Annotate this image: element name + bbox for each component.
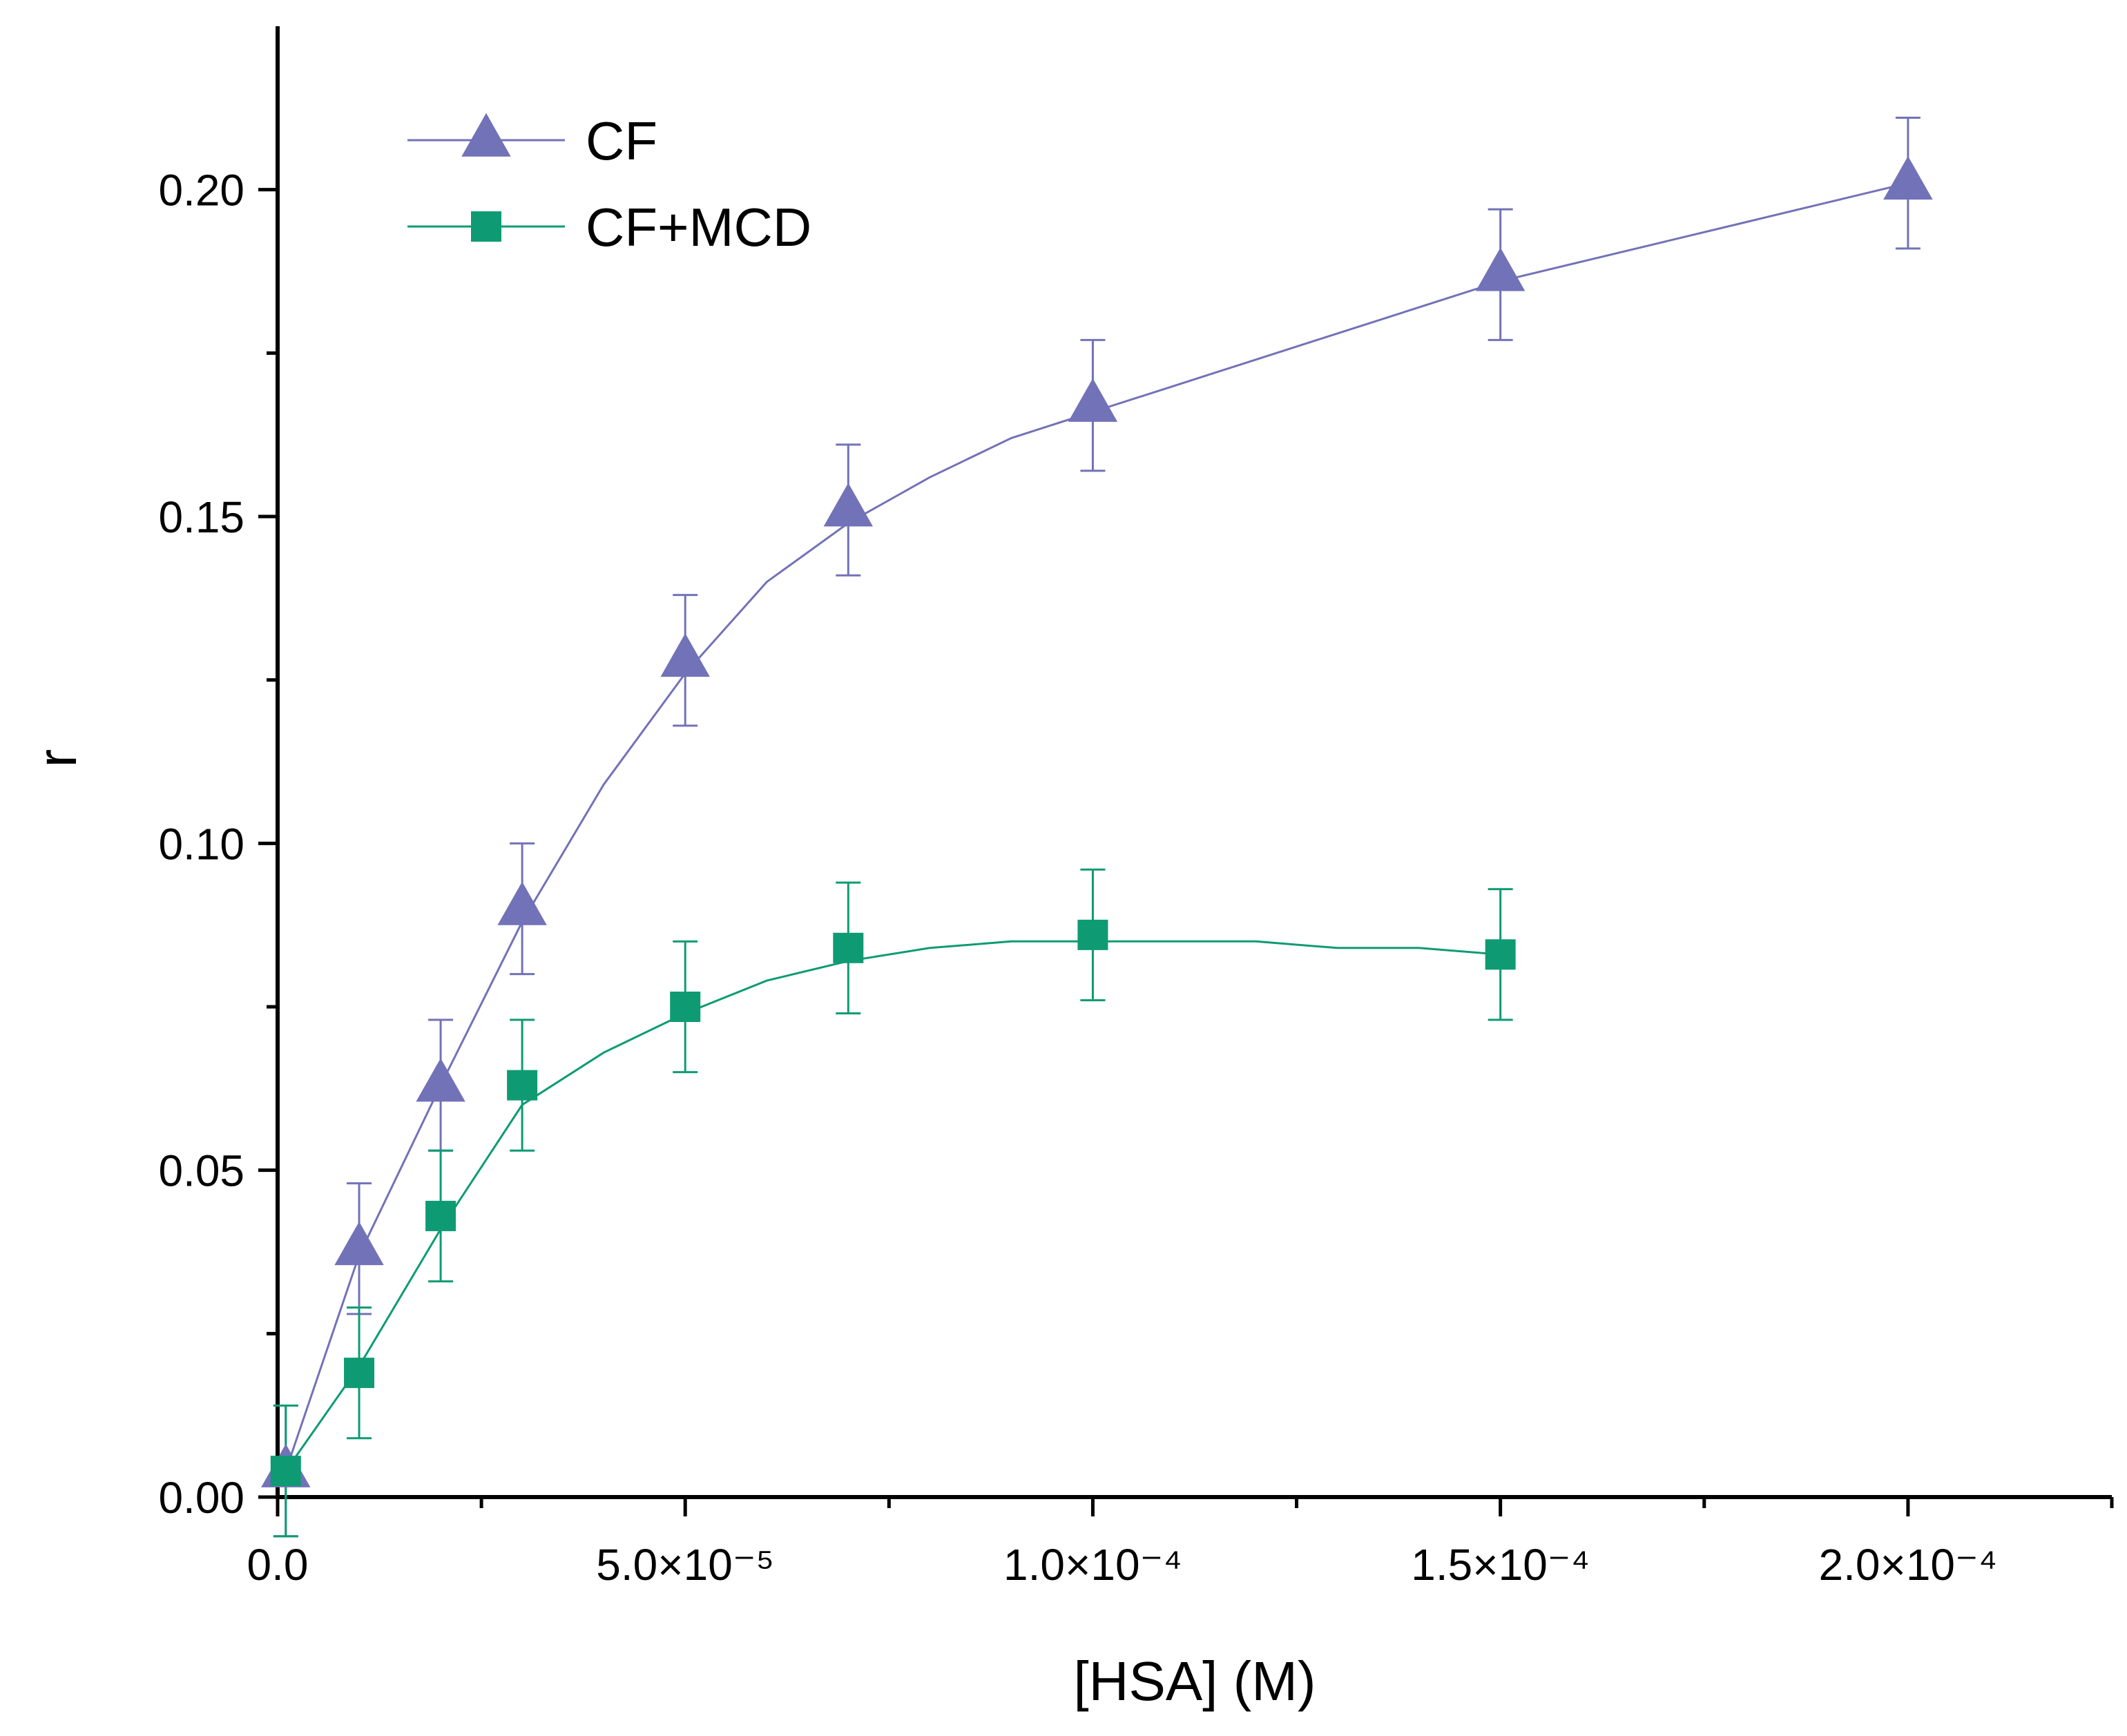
point-cf-mcd-0 [270, 1456, 301, 1487]
x-tick-label-4: 2.0×10⁻⁴ [1818, 1540, 1997, 1590]
point-cf-mcd-1 [344, 1358, 375, 1389]
y-tick-label-4: 0.20 [158, 166, 244, 215]
point-cf-8 [1883, 155, 1933, 200]
point-cf-mcd-2 [425, 1200, 456, 1231]
point-cf-mcd-5 [833, 932, 864, 963]
y-tick-label-2: 0.10 [158, 819, 244, 869]
point-cf-mcd-4 [670, 992, 701, 1022]
point-cf-mcd-7 [1485, 939, 1516, 970]
x-tick-label-2: 1.0×10⁻⁴ [1003, 1540, 1182, 1590]
point-cf-5 [823, 483, 874, 527]
y-tick-label-3: 0.15 [158, 492, 244, 542]
legend-label-cf-mcd: CF+MCD [586, 197, 811, 258]
point-cf-mcd-3 [507, 1070, 538, 1101]
x-axis-title: [HSA] (M) [1073, 1650, 1316, 1712]
point-cf-6 [1068, 378, 1118, 422]
fit-curve-cf [285, 182, 1909, 1472]
point-cf-2 [416, 1058, 465, 1102]
axes: 0.0 5.0×10⁻⁵ 1.0×10⁻⁴ 1.5×10⁻⁴ 2.0×10⁻⁴ 0.00 0… [158, 26, 2114, 1590]
point-cf-1 [334, 1222, 384, 1266]
legend: CF CF+MCD [407, 110, 811, 258]
x-tick-label-0: 0.0 [247, 1540, 309, 1590]
point-cf-7 [1475, 247, 1526, 291]
point-cf-4 [660, 633, 710, 677]
point-cf-3 [497, 881, 547, 925]
x-tick-label-1: 5.0×10⁻⁵ [596, 1540, 774, 1590]
point-cf-mcd-6 [1077, 919, 1108, 950]
y-tick-label-0: 0.00 [158, 1473, 244, 1523]
error-bars [273, 117, 1921, 1538]
fit-curves [285, 182, 1909, 1472]
y-axis-title: r [26, 749, 88, 768]
legend-marker-cf-mcd [471, 211, 501, 242]
x-tick-label-3: 1.5×10⁻⁴ [1411, 1540, 1590, 1590]
legend-label-cf: CF [586, 110, 657, 171]
y-tick-label-1: 0.05 [158, 1146, 244, 1196]
data-points [261, 155, 1933, 1487]
fit-curve-cf-mcd [285, 940, 1501, 1472]
legend-marker-cf [461, 113, 511, 157]
